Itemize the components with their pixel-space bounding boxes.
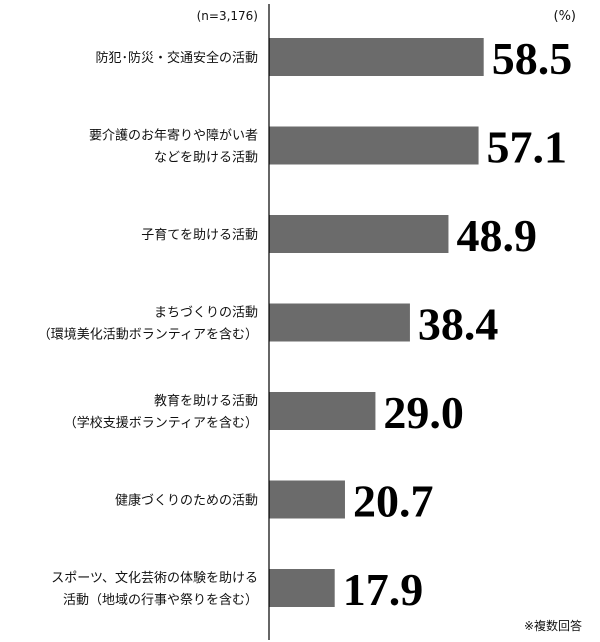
category-label: などを助ける活動 <box>154 151 258 166</box>
bar <box>269 392 376 430</box>
data-label: 20.7 <box>353 476 434 527</box>
bar <box>269 569 335 607</box>
data-label: 58.5 <box>492 33 573 84</box>
category-label: 活動（地域の行事や祭りを含む） <box>63 592 258 608</box>
category-label: まちづくりの活動 <box>154 306 258 321</box>
bar <box>269 480 345 519</box>
bar <box>269 126 479 165</box>
bar <box>269 215 449 253</box>
data-label: 38.4 <box>418 299 499 350</box>
bars-layer: 58.5 防犯･防災・交通安全の活動 57.1 要介護のお年寄りや障がい者などを助ける… <box>38 33 572 615</box>
category-label: スポーツ、文化芸術の体験を助ける <box>51 570 258 586</box>
bar <box>269 38 484 76</box>
category-label: （学校支援ボランティアを含む） <box>64 415 258 431</box>
data-label: 48.9 <box>456 210 537 261</box>
category-label: （環境美化活動ボランティアを含む） <box>38 327 258 343</box>
bar <box>269 303 410 342</box>
footnote: ※複数回答 <box>524 618 582 633</box>
sample-size-note: (n=3,176) <box>197 9 258 23</box>
data-label: 29.0 <box>383 387 464 438</box>
category-label: 要介護のお年寄りや障がい者 <box>89 128 258 144</box>
unit-label: (%) <box>554 9 577 24</box>
category-label: 健康づくりのための活動 <box>115 493 258 509</box>
category-label: 防犯･防災・交通安全の活動 <box>95 50 258 66</box>
data-label: 57.1 <box>487 122 568 173</box>
category-label: 子育てを助ける活動 <box>141 227 258 243</box>
category-label: 教育を助ける活動 <box>154 393 258 409</box>
data-label: 17.9 <box>343 564 424 615</box>
